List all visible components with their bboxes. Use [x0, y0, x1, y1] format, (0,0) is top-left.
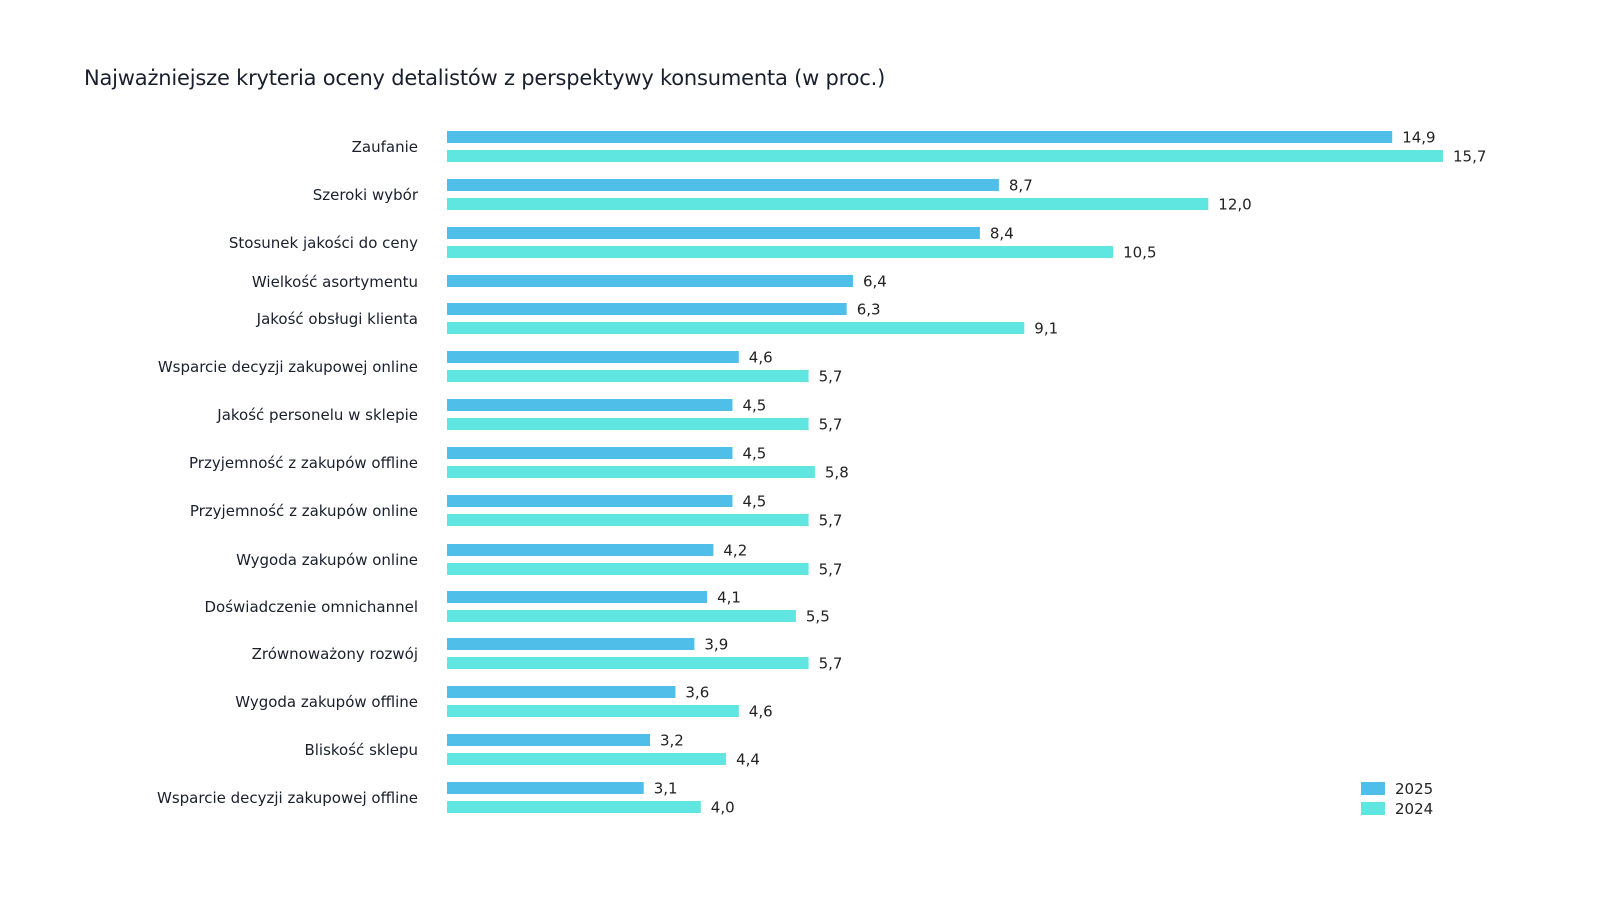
category-label: Wsparcie decyzji zakupowej offline [157, 789, 418, 807]
category-label: Wsparcie decyzji zakupowej online [158, 358, 418, 376]
bar-2024 [447, 514, 809, 526]
bar-2025 [447, 275, 853, 287]
legend-label-2024: 2024 [1395, 800, 1433, 818]
value-label-2025: 4,5 [743, 445, 767, 463]
bar-2024 [447, 610, 796, 622]
bar-2024 [447, 801, 701, 813]
value-label-2025: 6,3 [857, 301, 881, 319]
category-label: Wygoda zakupów online [236, 551, 418, 569]
value-label-2025: 3,1 [654, 780, 678, 798]
value-label-2024: 10,5 [1123, 244, 1156, 262]
legend-swatch-2025 [1361, 782, 1385, 795]
value-label-2024: 5,8 [825, 464, 849, 482]
bar-2025 [447, 734, 650, 746]
bar-2024 [447, 150, 1443, 162]
bar-2025 [447, 782, 644, 794]
value-label-2025: 4,5 [743, 493, 767, 511]
value-label-2024: 4,4 [736, 751, 760, 769]
category-label: Przyjemność z zakupów online [190, 502, 418, 520]
category-label: Bliskość sklepu [304, 741, 418, 759]
bar-2024 [447, 246, 1114, 258]
chart-title: Najważniejsze kryteria oceny detalistów … [84, 66, 886, 90]
bar-2025 [447, 179, 999, 191]
value-label-2024: 5,7 [819, 561, 843, 579]
bar-2024 [447, 322, 1025, 334]
value-label-2024: 12,0 [1218, 196, 1251, 214]
bar-2025 [447, 495, 733, 507]
value-label-2024: 15,7 [1453, 148, 1486, 166]
bar-2025 [447, 447, 733, 459]
value-label-2024: 9,1 [1034, 320, 1058, 338]
value-label-2024: 5,7 [819, 368, 843, 386]
value-label-2025: 4,2 [723, 542, 747, 560]
value-label-2025: 3,2 [660, 732, 684, 750]
value-label-2024: 5,5 [806, 608, 830, 626]
bar-2025 [447, 351, 739, 363]
value-label-2024: 4,0 [711, 799, 735, 817]
bar-2024 [447, 753, 727, 765]
bar-2025 [447, 303, 847, 315]
value-label-2024: 5,7 [819, 655, 843, 673]
legend-swatch-2024 [1361, 802, 1385, 815]
category-label: Przyjemność z zakupów offline [189, 454, 418, 472]
bar-2025 [447, 591, 708, 603]
bar-2025 [447, 399, 733, 411]
category-label: Szeroki wybór [313, 186, 419, 204]
value-label-2025: 3,9 [704, 636, 728, 654]
category-label: Wygoda zakupów offline [235, 693, 418, 711]
legend-label-2025: 2025 [1395, 780, 1433, 798]
value-label-2025: 6,4 [863, 273, 887, 291]
value-label-2024: 5,7 [819, 416, 843, 434]
bar-2024 [447, 657, 809, 669]
category-label: Wielkość asortymentu [252, 273, 418, 291]
value-label-2025: 8,7 [1009, 177, 1033, 195]
bar-2024 [447, 563, 809, 575]
bar-2024 [447, 370, 809, 382]
bar-2025 [447, 544, 714, 556]
value-label-2025: 14,9 [1402, 129, 1435, 147]
value-label-2025: 3,6 [685, 684, 709, 702]
bar-2024 [447, 198, 1209, 210]
bar-2024 [447, 466, 815, 478]
bar-2024 [447, 418, 809, 430]
value-label-2025: 4,5 [743, 397, 767, 415]
category-labels: Zaufanie Szeroki wybór Stosunek jakości do… [157, 138, 419, 807]
category-label: Jakość personelu w sklepie [216, 406, 418, 424]
value-label-2024: 5,7 [819, 512, 843, 530]
bar-2024 [447, 705, 739, 717]
value-label-2025: 4,6 [749, 349, 773, 367]
bar-2025 [447, 131, 1393, 143]
legend: 2025 2024 [1361, 780, 1433, 818]
category-label: Zrównoważony rozwój [252, 645, 418, 663]
bars [447, 131, 1443, 813]
category-label: Doświadczenie omnichannel [204, 598, 418, 616]
value-labels: 14,9 15,7 8,7 12,0 8,4 10,5 6,4 6,3 9,1 4,6 5,7 4,5… [654, 129, 1487, 817]
category-label: Stosunek jakości do ceny [229, 234, 418, 252]
value-label-2025: 4,1 [717, 589, 741, 607]
bar-2025 [447, 686, 676, 698]
bar-2025 [447, 638, 695, 650]
category-label: Zaufanie [352, 138, 418, 156]
bar-2025 [447, 227, 980, 239]
value-label-2024: 4,6 [749, 703, 773, 721]
value-label-2025: 8,4 [990, 225, 1014, 243]
category-label: Jakość obsługi klienta [256, 310, 418, 328]
